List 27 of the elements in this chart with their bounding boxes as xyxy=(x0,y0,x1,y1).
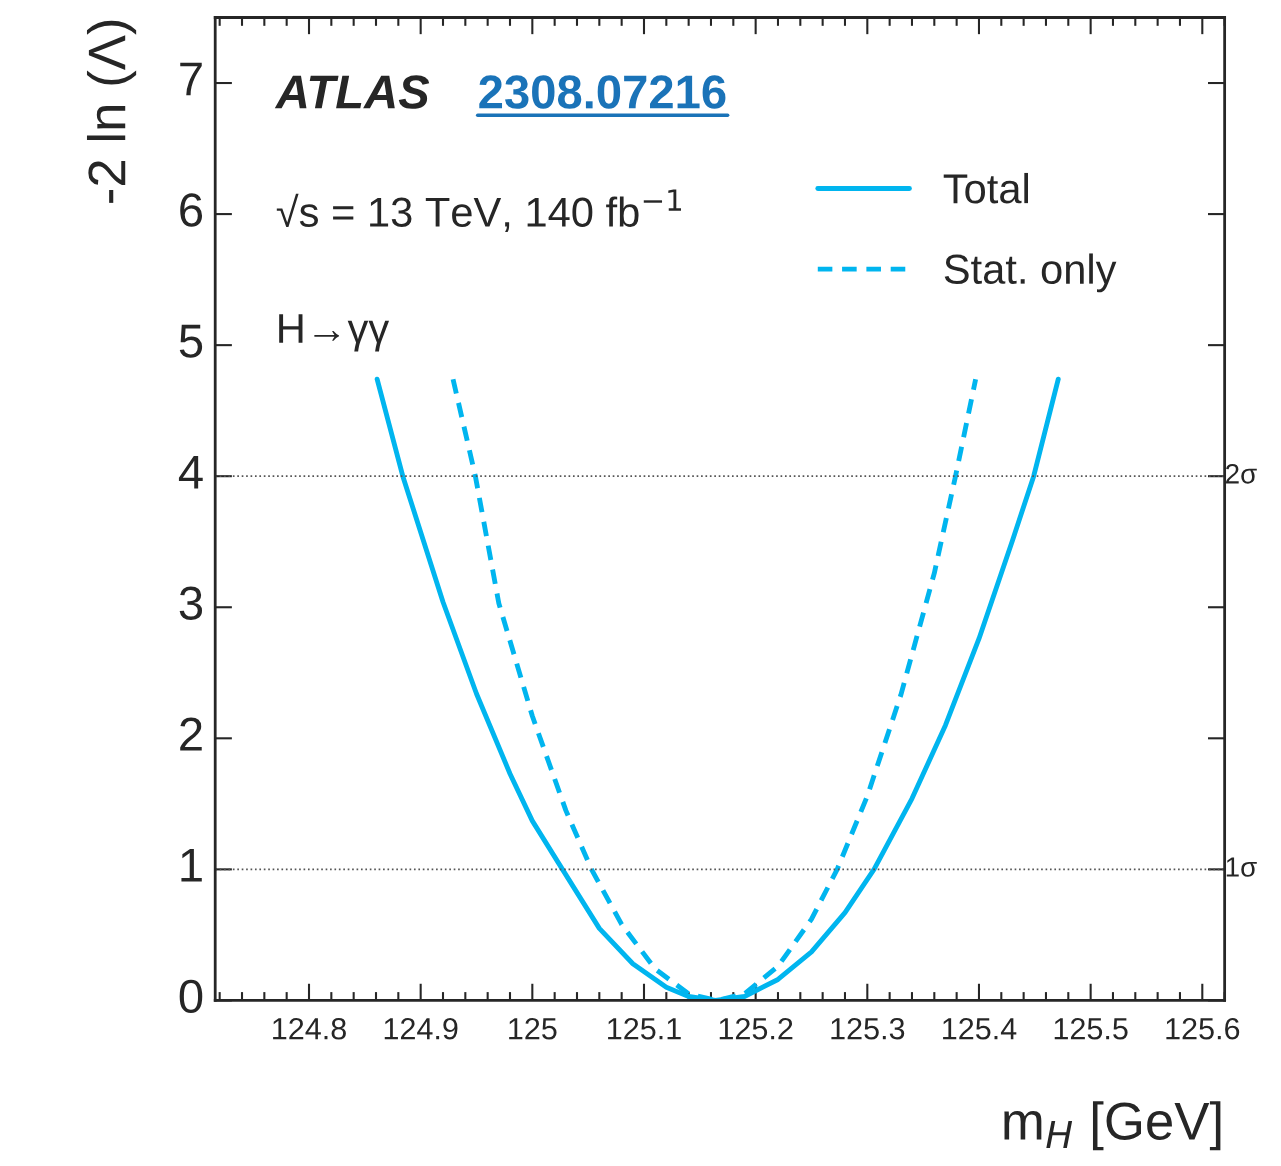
annotation: √s = 13 TeV, 140 fb$^{−1}$ xyxy=(276,189,681,232)
annotation: 2308.07216 xyxy=(479,75,726,109)
x-tick-label: 125.6 xyxy=(1166,1017,1240,1040)
annotation: ATLAS xyxy=(274,75,430,109)
y-tick-label: 6 xyxy=(180,193,203,227)
y-tick-label: 2 xyxy=(180,717,202,751)
y-tick-label: 7 xyxy=(180,62,202,96)
x-tick-label: 125.5 xyxy=(1054,1017,1128,1040)
y-tick-label: 4 xyxy=(178,455,203,489)
x-tick-label: 125.4 xyxy=(943,1017,1017,1040)
x-tick-label: 125.3 xyxy=(831,1017,905,1040)
x-tick-label: 124.8 xyxy=(273,1017,346,1040)
x-tick-label: 124.9 xyxy=(384,1017,458,1040)
ref-line-label: 1σ xyxy=(1226,857,1257,877)
y-tick-label: 0 xyxy=(179,979,203,1014)
y-axis-title: -2 ln (Λ) xyxy=(86,20,137,203)
legend-label: Stat. only xyxy=(944,253,1117,293)
annotation: H→γγ xyxy=(279,314,390,352)
y-tick-label: 5 xyxy=(179,324,203,358)
y-tick-label: 3 xyxy=(179,586,203,620)
y-tick-label: 1 xyxy=(181,849,202,882)
ref-line-label: 2σ xyxy=(1226,463,1257,484)
legend-label: Total xyxy=(943,172,1028,204)
x-tick-label: 125.2 xyxy=(719,1017,793,1040)
x-tick-label: 125 xyxy=(509,1017,557,1040)
x-tick-label: 125.1 xyxy=(608,1017,681,1040)
x-axis-title: m$_{H}$ [GeV] xyxy=(1004,1101,1221,1151)
